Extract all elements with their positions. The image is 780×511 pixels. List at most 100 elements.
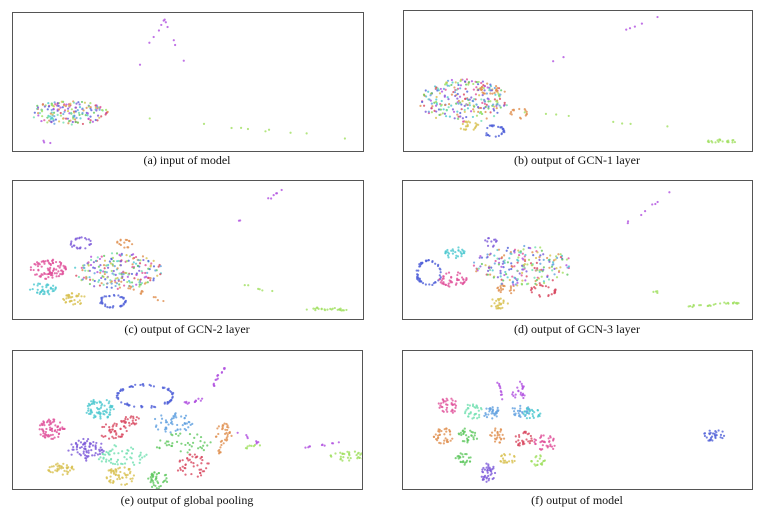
scatter-point bbox=[491, 92, 494, 95]
scatter-point bbox=[499, 269, 502, 272]
scatter-point bbox=[326, 308, 329, 311]
scatter-point bbox=[124, 483, 127, 486]
scatter-point bbox=[82, 450, 85, 453]
scatter-point bbox=[450, 104, 453, 107]
scatter-point bbox=[656, 290, 659, 293]
scatter-point bbox=[554, 258, 557, 261]
scatter-point bbox=[479, 86, 482, 90]
scatter-point bbox=[129, 470, 132, 473]
scatter-point bbox=[63, 110, 66, 114]
scatter-point bbox=[153, 471, 156, 474]
scatter-point bbox=[538, 282, 541, 285]
scatter-point bbox=[38, 263, 41, 266]
scatter-point bbox=[89, 239, 92, 242]
scatter-point bbox=[157, 29, 161, 32]
scatter-point bbox=[160, 414, 163, 417]
scatter-point bbox=[500, 393, 504, 396]
scatter-point bbox=[119, 264, 123, 267]
scatter-point bbox=[499, 285, 502, 288]
scatter-point bbox=[95, 259, 98, 262]
scatter-point bbox=[152, 385, 156, 388]
scatter-point bbox=[188, 448, 191, 451]
scatter-point bbox=[70, 240, 73, 243]
scatter-point bbox=[486, 244, 490, 247]
scatter-point bbox=[483, 84, 487, 88]
scatter-point bbox=[438, 406, 441, 409]
scatter-point bbox=[499, 287, 503, 290]
scatter-point bbox=[522, 396, 525, 400]
scatter-point bbox=[341, 452, 344, 455]
scatter-point bbox=[435, 110, 438, 113]
scatter-point bbox=[88, 445, 91, 448]
scatter-point bbox=[488, 124, 491, 127]
scatter-point bbox=[202, 444, 205, 447]
scatter-point bbox=[67, 471, 70, 474]
scatter-e bbox=[38, 367, 362, 489]
scatter-point bbox=[115, 396, 118, 399]
scatter-point bbox=[124, 238, 127, 241]
scatter-point bbox=[499, 430, 502, 433]
scatter-point bbox=[500, 125, 503, 129]
scatter-point bbox=[529, 247, 532, 250]
scatter-point bbox=[129, 281, 132, 284]
scatter-point bbox=[49, 286, 53, 289]
scatter-point bbox=[533, 286, 536, 289]
scatter-point bbox=[193, 453, 196, 456]
scatter-point bbox=[149, 384, 153, 387]
scatter-point bbox=[176, 428, 179, 431]
scatter-point bbox=[152, 295, 155, 299]
scatter-point bbox=[534, 282, 537, 285]
scatter-point bbox=[121, 275, 124, 278]
scatter-point bbox=[719, 302, 722, 305]
scatter-point bbox=[714, 435, 717, 439]
scatter-point bbox=[56, 465, 59, 468]
scatter-point bbox=[483, 102, 486, 105]
scatter-point bbox=[459, 127, 462, 130]
scatter-point bbox=[323, 444, 326, 447]
scatter-point bbox=[167, 440, 170, 443]
scatter-point bbox=[183, 427, 186, 431]
scatter-point bbox=[496, 276, 499, 279]
scatter-point bbox=[489, 273, 492, 276]
scatter-point bbox=[41, 428, 44, 431]
scatter-point bbox=[518, 413, 521, 417]
scatter-point bbox=[521, 279, 524, 282]
scatter-point bbox=[138, 281, 141, 284]
scatter-point bbox=[77, 111, 81, 114]
scatter-point bbox=[138, 269, 141, 272]
scatter-point bbox=[243, 284, 246, 287]
scatter-point bbox=[72, 303, 75, 306]
scatter-point bbox=[98, 279, 101, 282]
scatter-point bbox=[36, 106, 40, 109]
scatter-point bbox=[457, 278, 461, 282]
scatter-point bbox=[493, 105, 496, 108]
scatter-point bbox=[125, 403, 128, 406]
scatter-point bbox=[424, 89, 427, 92]
scatter-point bbox=[462, 455, 465, 458]
scatter-point bbox=[542, 280, 546, 283]
scatter-point bbox=[141, 271, 144, 274]
scatter-point bbox=[59, 263, 62, 266]
scatter-point bbox=[487, 237, 490, 240]
scatter-point bbox=[456, 97, 459, 100]
scatter-point bbox=[181, 465, 184, 468]
scatter-point bbox=[445, 403, 448, 406]
scatter-point bbox=[489, 111, 492, 114]
scatter-point bbox=[709, 304, 712, 307]
scatter-point bbox=[56, 425, 59, 428]
scatter-point bbox=[360, 452, 362, 455]
scatter-point bbox=[97, 458, 101, 461]
scatter-point bbox=[421, 282, 425, 285]
scatter-point bbox=[514, 396, 517, 399]
scatter-point bbox=[85, 450, 88, 453]
scatter-point bbox=[83, 443, 86, 446]
scatter-point bbox=[441, 112, 444, 115]
scatter-point bbox=[149, 264, 152, 267]
scatter-point bbox=[528, 410, 531, 413]
scatter-point bbox=[85, 411, 88, 414]
scatter-point bbox=[115, 424, 118, 428]
scatter-point bbox=[488, 268, 492, 272]
scatter-point bbox=[42, 434, 45, 438]
scatter-point bbox=[38, 424, 42, 427]
scatter-point bbox=[446, 410, 449, 413]
